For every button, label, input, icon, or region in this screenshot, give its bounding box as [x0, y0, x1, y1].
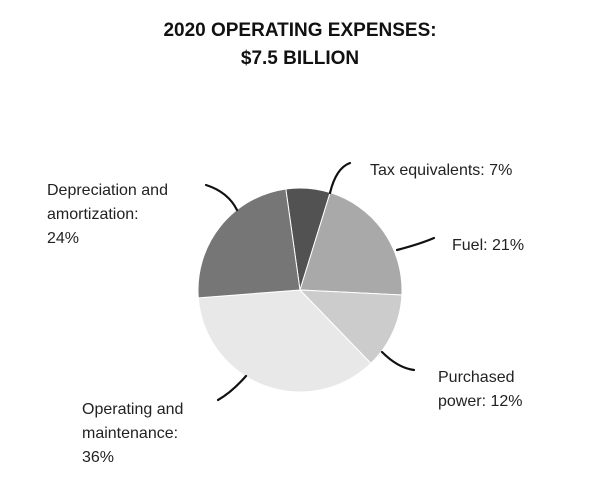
- leader-line-1: [395, 236, 436, 252]
- slice-label-2-line-0: Purchased: [438, 369, 515, 386]
- slice-label-3-line-0: Operating and: [82, 401, 183, 418]
- leader-lines: [204, 161, 436, 402]
- slice-labels: Tax equivalents: 7% Fuel: 21% Purchased pow…: [47, 162, 524, 466]
- slice-label-2-line-1: power: 12%: [438, 393, 523, 410]
- leader-line-4: [204, 183, 239, 212]
- pie-slice-4: [197, 188, 301, 299]
- chart-title-line-1: 2020 OPERATING EXPENSES:: [163, 20, 436, 41]
- leader-line-2: [380, 350, 416, 372]
- pie-slice-2: [298, 289, 403, 365]
- leader-line-3: [216, 374, 248, 402]
- slice-label-1-line-0: Fuel: 21%: [452, 237, 524, 254]
- slice-label-4-line-1: amortization:: [47, 206, 139, 223]
- pie-slice-1: [299, 191, 403, 296]
- pie-slice-3: [197, 289, 372, 393]
- slice-label-0-line-0: Tax equivalents: 7%: [370, 162, 512, 179]
- slice-label-3-line-1: maintenance:: [82, 425, 178, 442]
- leader-line-0: [328, 161, 352, 195]
- chart-title-line-2: $7.5 BILLION: [241, 48, 359, 69]
- slice-label-3-line-2: 36%: [82, 449, 114, 466]
- pie-slices: [197, 187, 403, 393]
- slice-label-4-line-0: Depreciation and: [47, 182, 168, 199]
- slice-label-4-line-2: 24%: [47, 230, 79, 247]
